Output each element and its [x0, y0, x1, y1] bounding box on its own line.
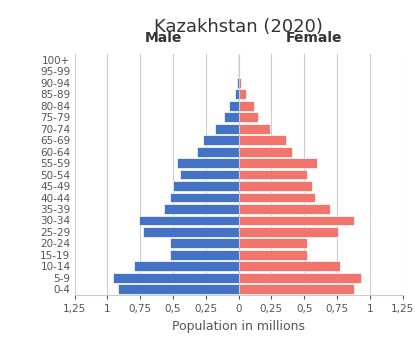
- Bar: [239, 284, 354, 294]
- Text: Male: Male: [144, 31, 182, 45]
- Bar: [203, 135, 239, 145]
- Bar: [239, 193, 315, 202]
- Bar: [239, 238, 307, 248]
- Bar: [118, 284, 239, 294]
- Bar: [239, 135, 286, 145]
- Bar: [215, 124, 239, 134]
- Bar: [197, 147, 239, 157]
- Bar: [113, 273, 239, 283]
- Text: Female: Female: [286, 31, 342, 45]
- Bar: [171, 238, 239, 248]
- Bar: [239, 124, 270, 134]
- Bar: [239, 261, 339, 271]
- Bar: [229, 101, 239, 111]
- Bar: [239, 101, 254, 111]
- Bar: [180, 170, 239, 179]
- Bar: [134, 261, 239, 271]
- Bar: [239, 158, 317, 168]
- Bar: [177, 158, 239, 168]
- Bar: [239, 227, 338, 237]
- Bar: [239, 78, 241, 88]
- Title: Kazakhstan (2020): Kazakhstan (2020): [154, 18, 323, 36]
- Bar: [235, 89, 239, 99]
- Bar: [173, 181, 239, 191]
- Bar: [239, 170, 307, 179]
- Bar: [239, 216, 354, 225]
- Bar: [239, 113, 258, 122]
- Bar: [143, 227, 239, 237]
- Bar: [239, 204, 330, 214]
- Bar: [239, 147, 293, 157]
- Bar: [239, 250, 307, 260]
- Bar: [224, 113, 239, 122]
- Bar: [171, 193, 239, 202]
- Bar: [139, 216, 239, 225]
- Bar: [164, 204, 239, 214]
- Bar: [171, 250, 239, 260]
- Bar: [237, 78, 239, 88]
- Bar: [239, 181, 312, 191]
- Bar: [239, 89, 247, 99]
- Bar: [239, 273, 361, 283]
- X-axis label: Population in millions: Population in millions: [172, 320, 305, 333]
